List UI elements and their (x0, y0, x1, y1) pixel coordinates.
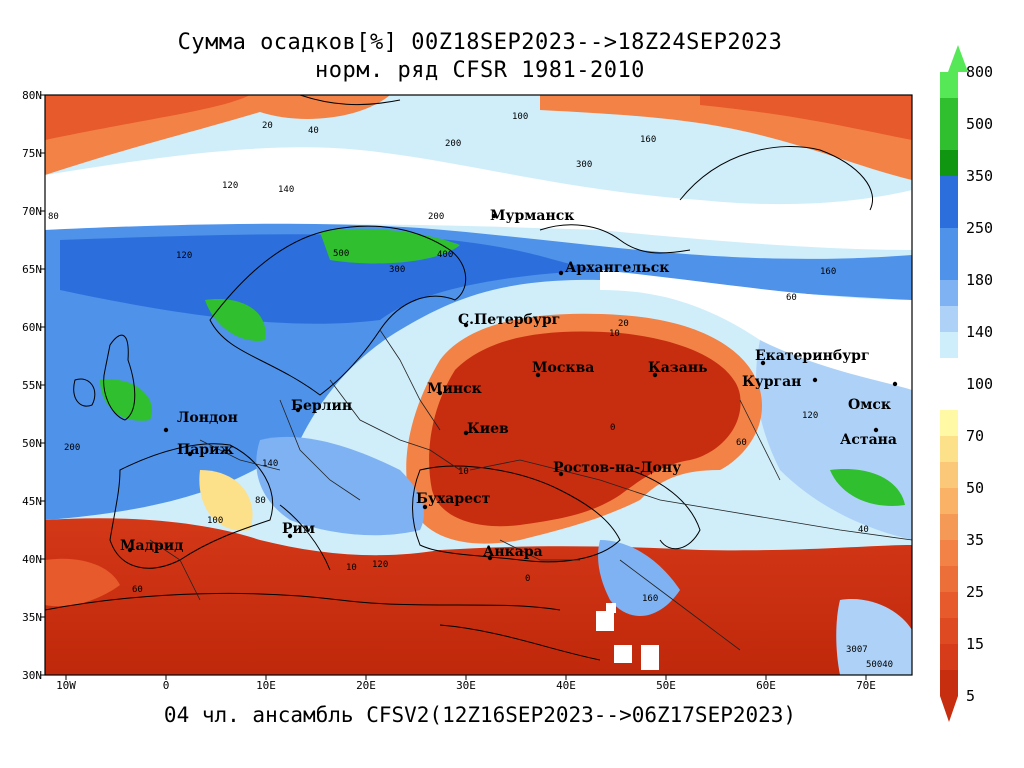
contour-label: 10 (458, 467, 469, 477)
city-omsk: Омск (848, 397, 891, 413)
contour-label: 300 (576, 160, 592, 170)
colorbar-bottom-arrow (940, 696, 958, 722)
contour-label: 200 (428, 212, 444, 222)
city-moscow: Москва (532, 360, 594, 376)
colorbar-label: 25 (966, 583, 985, 601)
contour-label: 200 (445, 139, 461, 149)
axis-ticks (40, 94, 867, 680)
city-kurgan: Курган (742, 374, 801, 390)
colorbar-label: 500 (966, 115, 994, 133)
map-field (45, 95, 912, 675)
city-astana: Астана (840, 432, 897, 448)
lon-label: 10E (256, 679, 276, 692)
contour-label: 120 (372, 560, 388, 570)
city-arkhangelsk: Архангельск (565, 260, 669, 276)
contour-label: 160 (640, 135, 656, 145)
contour-label: 3007 (846, 645, 868, 655)
contour-label: 40 (308, 126, 319, 136)
city-markers: Мурманск Архангельск С.Петербург Москва … (120, 208, 898, 561)
lon-label: 0 (162, 679, 170, 692)
lat-label: 30N (22, 669, 42, 682)
city-paris: Париж (177, 442, 234, 458)
lat-label: 70N (22, 205, 42, 218)
contour-labels: 20 40 100 160 200 120 140 300 80 200 120… (48, 112, 893, 670)
contour-label: 10 (609, 329, 620, 339)
political-borders (149, 329, 912, 651)
contour-label: 60 (736, 438, 747, 448)
contour-label: 10 (346, 563, 357, 573)
colorbar-label: 140 (966, 323, 994, 341)
colorbar-label: 180 (966, 271, 994, 289)
lon-label: 10W (56, 679, 76, 692)
lat-label: 50N (22, 437, 42, 450)
contour-label: 160 (820, 267, 836, 277)
contour-label: 80 (255, 496, 266, 506)
contour-label: 0 (610, 423, 615, 433)
lat-label: 55N (22, 379, 42, 392)
map-title: Сумма осадков[%] 00Z18SEP2023-->18Z24SEP… (177, 30, 783, 55)
colorbar-label: 70 (966, 427, 985, 445)
lon-label: 30E (456, 679, 476, 692)
contour-label: 50040 (866, 660, 893, 670)
colorbar-label: 15 (966, 635, 985, 653)
lon-label: 40E (556, 679, 576, 692)
city-rome: Рим (282, 521, 315, 537)
colorbar-label: 350 (966, 167, 994, 185)
colorbar-label: 50 (966, 479, 985, 497)
contour-label: 140 (262, 459, 278, 469)
contour-label: 140 (278, 185, 294, 195)
city-st-petersburg: С.Петербург (458, 312, 560, 328)
contour-label: 0 (525, 574, 530, 584)
contour-label: 100 (512, 112, 528, 122)
contour-label: 60 (786, 293, 797, 303)
lat-label: 60N (22, 321, 42, 334)
lat-label: 45N (22, 495, 42, 508)
city-berlin: Берлин (291, 398, 352, 414)
colorbar-label: 5 (966, 687, 976, 705)
colorbar (940, 45, 968, 722)
ensemble-footer: 04 чл. ансамбль CFSV2(12Z16SEP2023-->06Z… (163, 703, 797, 727)
city-kyiv: Киев (467, 421, 509, 437)
city-ankara: Анкара (483, 544, 543, 560)
coastlines (45, 95, 873, 661)
lat-label: 40N (22, 553, 42, 566)
contour-label: 20 (262, 121, 273, 131)
city-kazan: Казань (648, 360, 708, 376)
city-madrid: Мадрид (120, 538, 183, 554)
map-subtitle: норм. ряд CFSR 1981-2010 (315, 58, 645, 83)
lat-label: 35N (22, 611, 42, 624)
colorbar-top-arrow (948, 45, 968, 72)
city-ekaterinburg: Екатеринбург (755, 348, 870, 364)
colorbar-label: 800 (966, 63, 994, 81)
contour-label: 160 (642, 594, 658, 604)
lon-label: 70E (856, 679, 876, 692)
contour-label: 40 (858, 525, 869, 535)
city-murmansk: Мурманск (490, 208, 574, 224)
colorbar-label: 35 (966, 531, 985, 549)
colorbar-label: 250 (966, 219, 994, 237)
city-rostov: Ростов-на-Дону (553, 460, 681, 476)
lon-label: 50E (656, 679, 676, 692)
contour-label: 20 (618, 319, 629, 329)
contour-label: 80 (48, 212, 59, 222)
lon-label: 20E (356, 679, 376, 692)
contour-label: 100 (207, 516, 223, 526)
lat-label: 65N (22, 263, 42, 276)
colorbar-label: 100 (966, 375, 994, 393)
city-bucharest: Бухарест (416, 491, 491, 507)
city-london: Лондон (177, 410, 238, 426)
lat-label: 80N (22, 89, 42, 102)
contour-label: 500 (333, 249, 349, 259)
contour-label: 120 (802, 411, 818, 421)
contour-label: 120 (176, 251, 192, 261)
contour-label: 400 (437, 250, 453, 260)
city-minsk: Минск (427, 381, 482, 397)
lat-label: 75N (22, 147, 42, 160)
contour-label: 60 (132, 585, 143, 595)
lon-label: 60E (756, 679, 776, 692)
contour-label: 300 (389, 265, 405, 275)
contour-label: 200 (64, 443, 80, 453)
contour-label: 120 (222, 181, 238, 191)
